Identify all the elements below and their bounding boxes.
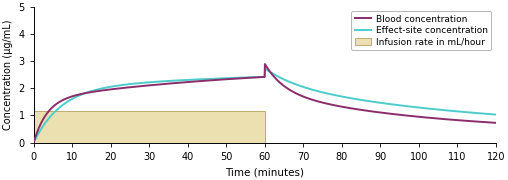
Legend: Blood concentration, Effect-site concentration, Infusion rate in mL/hour: Blood concentration, Effect-site concent… [352, 11, 491, 50]
Y-axis label: Concentration (μg/mL): Concentration (μg/mL) [3, 19, 13, 130]
Bar [34, 111, 265, 143]
X-axis label: Time (minutes): Time (minutes) [225, 167, 304, 177]
